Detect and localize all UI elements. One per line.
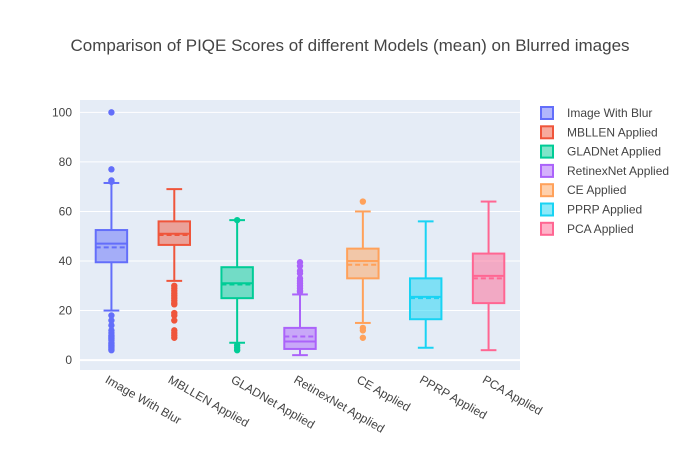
legend-swatch — [540, 125, 554, 140]
legend-swatch — [540, 144, 554, 159]
outlier-point — [108, 178, 115, 185]
legend-swatch — [540, 163, 554, 178]
legend-label: GLADNet Applied — [567, 145, 661, 159]
box-3 — [283, 259, 317, 357]
legend-label: PCA Applied — [567, 222, 634, 236]
outlier-point — [171, 312, 178, 319]
iqr-box — [283, 326, 317, 350]
outlier-point — [108, 166, 115, 173]
legend-label: RetinexNet Applied — [567, 164, 669, 178]
outlier-point — [171, 301, 178, 308]
legend-item[interactable]: RetinexNet Applied — [540, 163, 669, 178]
outlier-point — [359, 198, 367, 205]
y-tick-label: 60 — [59, 204, 73, 218]
y-tick-label: 100 — [52, 105, 72, 119]
box-6 — [471, 200, 506, 352]
y-tick-label: 0 — [65, 353, 72, 367]
legend-item[interactable]: Image With Blur — [540, 106, 652, 120]
outlier-point — [233, 216, 241, 224]
legend-item[interactable]: GLADNet Applied — [540, 144, 661, 159]
box-4 — [346, 198, 380, 341]
y-tick-label: 20 — [59, 304, 73, 318]
legend-item[interactable]: PPRP Applied — [540, 202, 642, 217]
legend-swatch — [540, 221, 554, 236]
legend-swatch — [540, 202, 554, 217]
x-tick-label: PCA Applied — [480, 372, 545, 417]
legend-label: Image With Blur — [567, 106, 652, 120]
box-series — [94, 109, 506, 357]
box-2 — [220, 216, 254, 354]
outlier-point — [296, 262, 304, 270]
outlier-point — [171, 317, 178, 324]
box-1 — [157, 188, 191, 341]
iqr-box — [94, 229, 129, 264]
y-tick-label: 80 — [59, 155, 73, 169]
iqr-box — [346, 247, 380, 280]
box-0 — [94, 109, 129, 354]
outlier-point — [108, 317, 115, 324]
outlier-point — [108, 312, 115, 319]
outlier-point — [296, 270, 304, 277]
y-axis-ticks: 0 20 40 60 80 100 — [52, 105, 72, 367]
legend-label: PPRP Applied — [567, 203, 642, 217]
iqr-box — [471, 252, 506, 305]
legend-item[interactable]: MBLLEN Applied — [540, 125, 658, 140]
legend-swatch — [540, 106, 554, 120]
outlier-point — [108, 346, 115, 354]
legend-label: MBLLEN Applied — [567, 125, 658, 139]
outlier-point — [108, 322, 115, 329]
legend: Image With Blur MBLLEN Applied GLADNet App… — [540, 106, 669, 236]
legend-item[interactable]: PCA Applied — [540, 221, 634, 236]
x-tick-label: PPRP Applied — [417, 372, 489, 422]
outlier-point — [233, 346, 241, 354]
y-tick-label: 40 — [59, 254, 73, 268]
outlier-point — [359, 327, 367, 334]
chart-title: Comparison of PIQE Scores of different M… — [70, 36, 629, 55]
legend-swatch — [540, 183, 554, 198]
box-5 — [409, 220, 443, 349]
x-tick-label: CE Applied — [354, 372, 412, 414]
outlier-point — [108, 109, 115, 116]
legend-item[interactable]: CE Applied — [540, 183, 626, 198]
outlier-point — [359, 334, 367, 341]
legend-label: CE Applied — [567, 183, 626, 197]
outlier-point — [171, 334, 178, 341]
outlier-point — [296, 288, 304, 296]
